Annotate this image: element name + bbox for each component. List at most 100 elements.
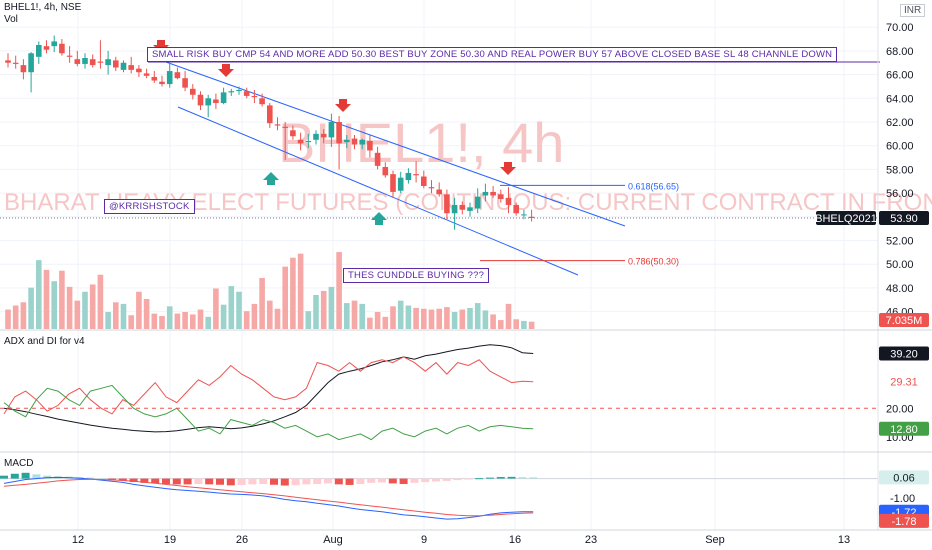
down-arrow-icon [153, 40, 169, 53]
volume-bar [351, 300, 358, 329]
candle-body [374, 152, 381, 166]
candle-body [12, 62, 19, 64]
candle-body [120, 62, 127, 70]
candle-body [428, 187, 435, 189]
volume-bar [505, 303, 512, 329]
down-arrow-icon [218, 64, 234, 77]
candle-body [274, 124, 281, 126]
volume-bar [490, 314, 496, 329]
candle-body [251, 95, 258, 98]
candle-body [405, 172, 412, 181]
volume-bars [5, 252, 535, 329]
candle-body [336, 122, 342, 144]
candlesticks [5, 35, 535, 230]
candle-body [259, 98, 265, 105]
volume-bar [174, 313, 181, 329]
time-tick-label: 26 [236, 534, 248, 546]
volume-bar [197, 309, 204, 329]
macd-series-line-signal [3, 478, 534, 517]
candle-note[interactable]: THES CUNDDLE BUYING ??? [343, 268, 490, 283]
macd-histogram-bar [334, 478, 343, 485]
candle-body [451, 204, 458, 214]
candle-body [436, 189, 442, 195]
candle-body [467, 207, 473, 211]
candle-body [513, 204, 519, 214]
volume-bar [274, 308, 281, 329]
macd-histogram-bar [162, 478, 170, 484]
adx-title[interactable]: ADX and DI for v4 [4, 336, 85, 347]
macd-histogram-bar [324, 478, 332, 484]
author-tag[interactable]: @KRRISHSTOCK [104, 199, 195, 214]
price-tick-label: 50.00 [886, 259, 914, 271]
macd-histogram-bar [507, 476, 516, 479]
volume-bar [444, 307, 450, 329]
candle-body [313, 133, 319, 140]
volume-tag: 7.035M [886, 315, 923, 327]
macd-histogram-bar [216, 478, 224, 485]
candle-body [305, 140, 312, 143]
macd-histogram-bar [313, 478, 322, 484]
macd-panel: 0.00-1.00-2.00 [0, 472, 915, 524]
price-tick-label: 48.00 [886, 283, 914, 295]
currency-badge[interactable]: INR [900, 4, 926, 17]
price-tick-label: 66.00 [886, 70, 914, 82]
candle-body [498, 194, 504, 200]
volume-bar [313, 294, 319, 329]
di-minus-value-tag-bg [879, 374, 929, 389]
volume-bar [297, 253, 304, 329]
volume-bar [97, 274, 104, 329]
price-channel [148, 56, 880, 276]
time-tick-label: Aug [323, 534, 343, 546]
candle-body [344, 139, 350, 143]
adx-tick-label: 20.00 [886, 403, 914, 415]
macd-histogram-bar [270, 478, 278, 485]
macd-hist-tag: 0.06 [893, 472, 914, 484]
candle-body [74, 59, 81, 64]
volume-bar [390, 306, 396, 329]
volume-bar [89, 284, 96, 329]
macd-title[interactable]: MACD [4, 458, 34, 469]
volume-bar [36, 260, 42, 329]
candle-body [28, 53, 34, 73]
candle-body [213, 99, 219, 104]
time-tick-label: Sep [705, 534, 725, 546]
macd-histogram-bar [486, 477, 494, 479]
volume-bar [182, 311, 188, 329]
macd-histogram-bar [399, 478, 408, 484]
signal-arrows [153, 40, 516, 225]
volume-bar [82, 291, 88, 329]
candle-body [151, 76, 158, 81]
price-tick-label: 70.00 [886, 22, 914, 34]
macd-signal-tag-bg [879, 513, 929, 528]
volume-bar [136, 291, 142, 329]
volume-bar [28, 287, 34, 329]
volume-bar [20, 302, 27, 329]
macd-histogram-bar [529, 477, 538, 479]
top-note[interactable]: SMALL RISK BUY CMP 54 AND MORE ADD 50.30… [147, 47, 838, 62]
macd-histogram-bar [10, 473, 19, 479]
candle-body [205, 98, 211, 106]
candle-body [413, 174, 419, 176]
di-minus-value-tag: 29.31 [890, 377, 918, 389]
candle-body [220, 92, 227, 104]
volume-bar [113, 302, 119, 329]
time-tick-label: 13 [838, 534, 850, 546]
macd-histogram-bar [140, 478, 149, 483]
adx-value-tag-bg [879, 346, 929, 361]
symbol-header[interactable]: BHEL1!, 4h, NSE [4, 2, 82, 13]
candle-body [190, 88, 196, 95]
macd-histogram-bar [432, 478, 440, 482]
fib-level-label: 0.618(56.65) [628, 181, 679, 191]
macd-tick-label: -1.00 [890, 493, 915, 505]
volume-bar [228, 286, 235, 329]
candle-body [105, 59, 111, 66]
volume-bar [105, 311, 111, 329]
candle-body [459, 204, 466, 210]
adx-series-line-di [3, 384, 534, 441]
volume-bar [74, 300, 81, 329]
volume-bar [428, 309, 435, 329]
macd-histogram-bar [226, 478, 235, 486]
candle-body [359, 139, 365, 145]
